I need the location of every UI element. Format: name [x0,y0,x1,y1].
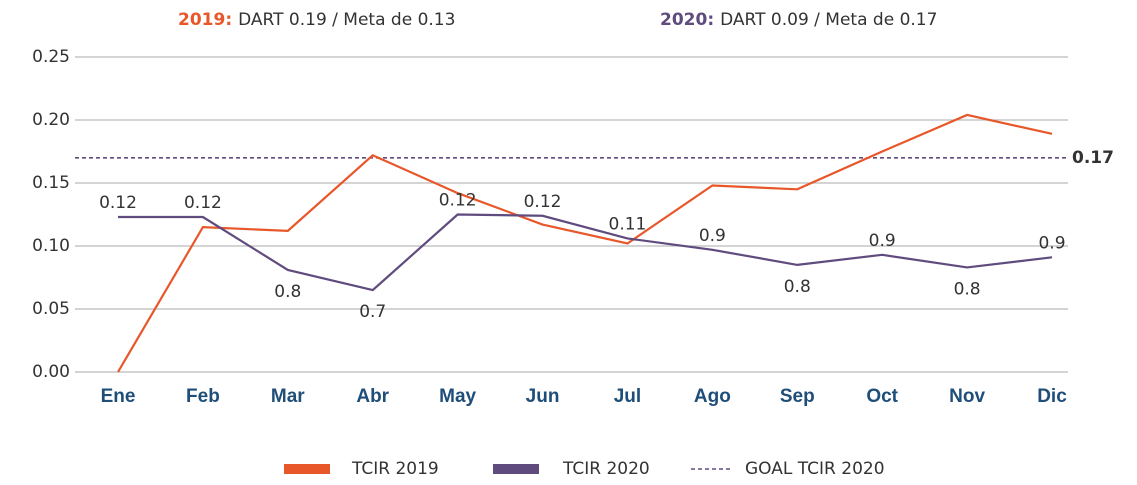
header-body: DART 0.09 / Meta de 0.17 [720,10,937,30]
x-tick-label: Abr [356,386,389,407]
legend-swatch [493,464,539,474]
x-tick-label: May [439,386,476,407]
x-tick-label: Feb [186,386,220,407]
line-series [117,113,1053,373]
point-label: 0.12 [99,193,137,213]
x-tick-label: Jun [526,386,560,407]
legend-label: TCIR 2020 [562,459,650,479]
point-label: 0.7 [359,302,386,322]
goal-label: 0.17 [1072,148,1114,168]
header-year: 2019: [178,10,232,30]
header-year: 2020: [660,10,714,30]
point-label: 0.11 [609,214,647,234]
header-body: DART 0.19 / Meta de 0.13 [238,10,455,30]
line-series [118,213,1053,292]
legend-label: TCIR 2019 [351,459,439,479]
x-tick-label: Mar [271,386,305,407]
point-label: 0.8 [274,282,301,302]
x-tick-label: Oct [866,386,898,407]
y-tick-label: 0.20 [32,110,70,130]
y-tick-label: 0.15 [32,173,70,193]
x-tick-label: Sep [780,386,815,407]
y-tick-label: 0.25 [32,47,70,67]
point-label: 0.9 [1038,233,1065,253]
y-tick-label: 0.05 [32,299,70,319]
point-label: 0.12 [439,191,477,211]
point-label: 0.12 [184,193,222,213]
y-tick-label: 0.10 [32,236,70,256]
legend-label: GOAL TCIR 2020 [745,459,885,479]
x-tick-label: Ago [694,386,731,407]
legend-swatch [284,464,330,474]
point-label: 0.8 [784,277,811,297]
y-tick-label: 0.00 [32,362,70,382]
point-label: 0.8 [954,279,981,299]
header-text: 2020: DART 0.09 / Meta de 0.17 [660,10,937,30]
point-label: 0.9 [869,231,896,251]
x-tick-label: Ene [101,386,136,407]
x-tick-label: Nov [949,386,985,407]
point-label: 0.9 [699,226,726,246]
x-tick-label: Dic [1037,386,1067,407]
header-text: 2019: DART 0.19 / Meta de 0.13 [178,10,455,30]
x-tick-label: Jul [614,386,641,407]
point-label: 0.12 [524,192,562,212]
